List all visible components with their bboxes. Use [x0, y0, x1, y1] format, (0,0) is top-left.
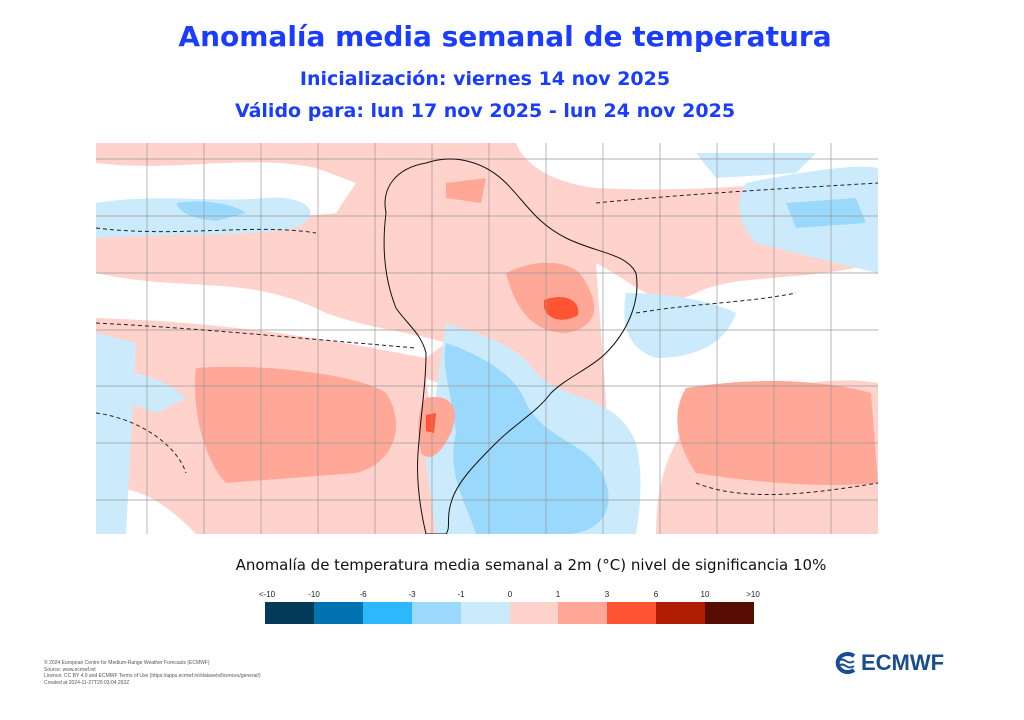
footer-line: © 2024 European Centre for Medium-Range … [44, 660, 210, 666]
colorbar-swatch [558, 602, 608, 624]
initialization-date: Inicialización: viernes 14 nov 2025 [299, 68, 671, 90]
hot-areas [426, 296, 579, 433]
colorbar-swatch [313, 602, 363, 624]
significance-contours [96, 182, 878, 496]
colorbar [265, 602, 755, 624]
footer-credits: © 2024 European Centre for Medium-Range … [44, 660, 261, 686]
colorbar-label: 3 [604, 590, 610, 599]
colorbar-label: >10 [746, 590, 760, 599]
colorbar-label: 10 [700, 590, 710, 599]
footer-line: Created at 2024-11-27T20:03:04.263Z [44, 679, 130, 686]
footer-line: Licence: CC BY 4.0 and ECMWF Terms of Us… [44, 673, 261, 679]
colorbar-swatch [705, 602, 755, 624]
colorbar-label: -6 [359, 590, 367, 599]
colorbar-label: 1 [555, 590, 561, 599]
ecmwf-logo: ECMWF [832, 650, 944, 676]
lat-lon-grid [96, 143, 878, 534]
colorbar-swatch [411, 602, 461, 624]
page-title: Anomalía media semanal de temperatura [178, 20, 832, 53]
colorbar-label: -10 [308, 590, 320, 599]
colorbar-swatch [656, 602, 706, 624]
colorbar-label: -1 [457, 590, 465, 599]
warm-areas [195, 178, 878, 485]
valid-period: Válido para: lun 17 nov 2025 - lun 24 no… [234, 100, 736, 122]
ecmwf-logo-icon [835, 652, 856, 674]
colorbar-swatch [265, 602, 314, 624]
temperature-anomaly-map [96, 143, 878, 534]
south-america-coastline [383, 158, 638, 534]
colorbar-label: <-10 [258, 590, 276, 599]
colorbar-label: 6 [653, 590, 659, 599]
colorbar-swatch [460, 602, 510, 624]
colorbar-swatch [509, 602, 559, 624]
colorbar-swatch [607, 602, 657, 624]
colorbar-swatch [362, 602, 412, 624]
ecmwf-logo-text: ECMWF [861, 650, 945, 675]
colorbar-label: 0 [507, 590, 513, 599]
footer-line: Source: www.ecmwf.int [44, 666, 96, 673]
colorbar-label: -3 [408, 590, 416, 599]
colorbar-title: Anomalía de temperatura media semanal a … [235, 556, 827, 574]
